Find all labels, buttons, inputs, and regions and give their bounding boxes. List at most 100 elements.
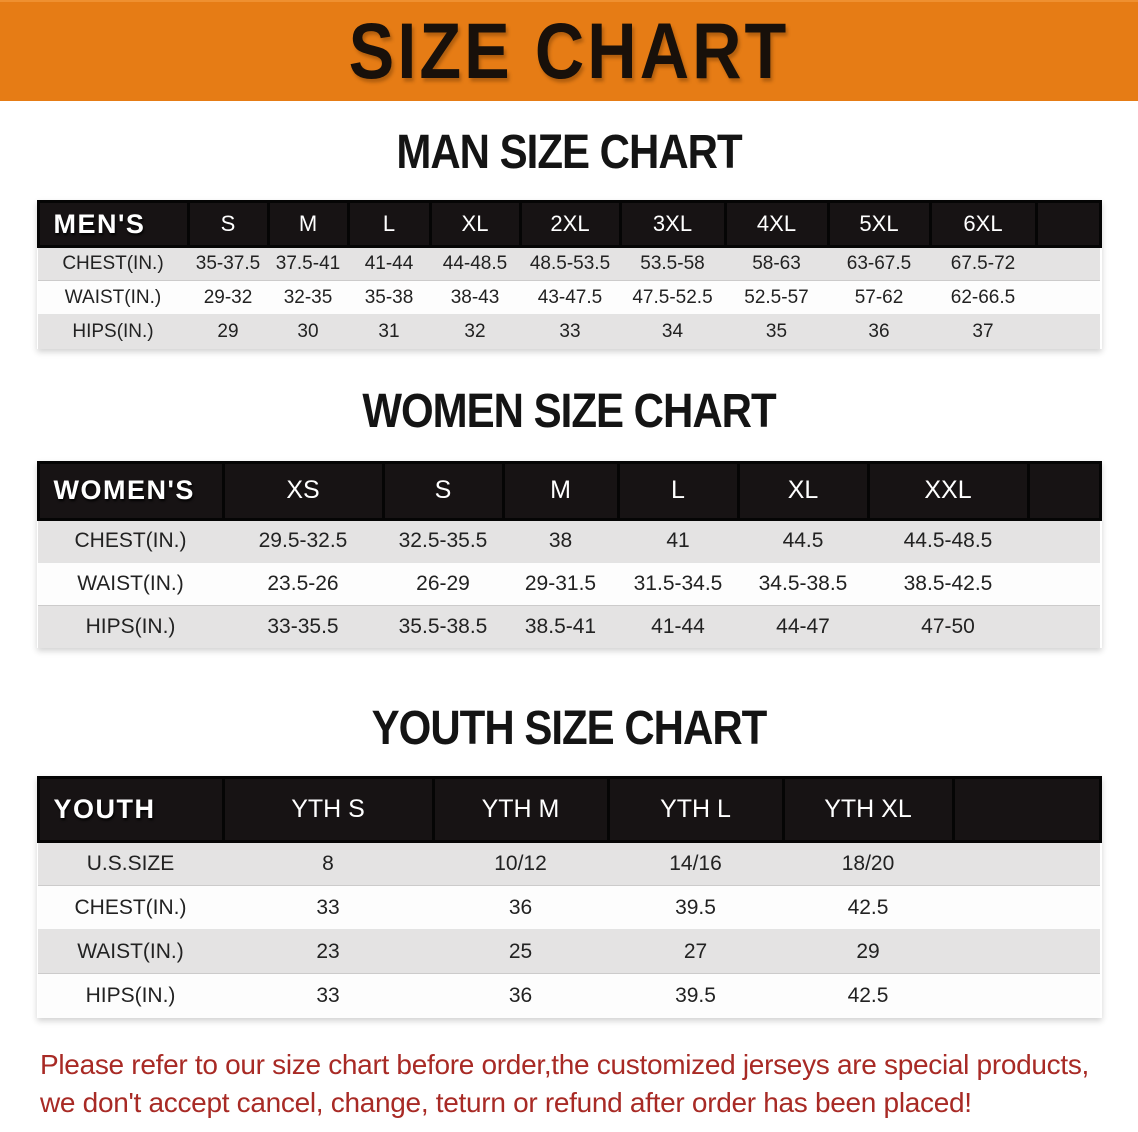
cell: 29.5-32.5 [223, 518, 383, 562]
spacer-cell [1028, 561, 1100, 605]
row-label: HIPS(IN.) [38, 604, 223, 648]
cell: 38.5-42.5 [868, 561, 1028, 605]
spacer-cell [953, 841, 1100, 886]
cell: 52.5-57 [725, 280, 828, 315]
cell: 44-47 [738, 604, 868, 648]
cell: 23 [223, 929, 433, 974]
cell: 39.5 [608, 885, 783, 930]
row-label: WAIST(IN.) [38, 280, 188, 315]
row-label: WAIST(IN.) [38, 561, 223, 605]
notice-line-1: Please refer to our size chart before or… [40, 1048, 1090, 1080]
cell: 37 [930, 314, 1036, 349]
row-label: CHEST(IN.) [38, 885, 223, 930]
cell: 30 [268, 314, 348, 349]
youth-corner-label: YOUTH [36, 776, 225, 843]
cell: 67.5-72 [930, 246, 1036, 281]
banner: SIZE CHART [0, 0, 1138, 101]
cell: 32-35 [268, 280, 348, 315]
cell: 41-44 [348, 246, 430, 281]
women-section-heading: WOMEN SIZE CHART [362, 382, 776, 437]
cell: 8 [223, 841, 433, 886]
row-label: HIPS(IN.) [38, 314, 188, 349]
cell: 33 [223, 885, 433, 930]
cell: 32 [430, 314, 520, 349]
women-size-header: XL [736, 460, 870, 521]
cell: 37.5-41 [268, 246, 348, 281]
men-size-header: 3XL [618, 200, 727, 248]
cell: 25 [433, 929, 608, 974]
row-label: CHEST(IN.) [38, 518, 223, 562]
cell: 47-50 [868, 604, 1028, 648]
row-label: HIPS(IN.) [38, 973, 223, 1018]
women-corner-label: WOMEN'S [36, 460, 225, 521]
women-size-header: S [381, 460, 505, 521]
women-size-header: L [616, 460, 740, 521]
spacer-cell [953, 885, 1100, 930]
men-waist-row: WAIST(IN.) 29-32 32-35 35-38 38-43 43-47… [38, 280, 1100, 315]
cell: 31.5-34.5 [618, 561, 738, 605]
cell: 31 [348, 314, 430, 349]
cell: 29-32 [188, 280, 268, 315]
men-header-row: MEN'S S M L XL 2XL 3XL 4XL 5XL 6XL [36, 200, 1102, 248]
men-size-table: MEN'S S M L XL 2XL 3XL 4XL 5XL 6XL CHEST… [36, 200, 1102, 349]
cell: 42.5 [783, 973, 953, 1018]
cell: 33 [520, 314, 620, 349]
spacer-cell [1036, 314, 1100, 349]
men-size-header: 2XL [518, 200, 622, 248]
cell: 23.5-26 [223, 561, 383, 605]
women-hips-row: HIPS(IN.) 33-35.5 35.5-38.5 38.5-41 41-4… [38, 604, 1100, 648]
spacer-cell [953, 929, 1100, 974]
men-size-header: 4XL [723, 200, 830, 248]
cell: 33 [223, 973, 433, 1018]
spacer-cell [1026, 460, 1102, 521]
youth-size-header: YTH S [221, 776, 435, 843]
youth-size-header: YTH XL [781, 776, 955, 843]
youth-size-header: YTH M [431, 776, 610, 843]
row-label: CHEST(IN.) [38, 246, 188, 281]
men-size-header: M [266, 200, 350, 248]
cell: 41 [618, 518, 738, 562]
cell: 63-67.5 [828, 246, 930, 281]
spacer-cell [1036, 246, 1100, 281]
men-size-header: S [186, 200, 270, 248]
men-size-header: 5XL [826, 200, 932, 248]
women-size-header: M [501, 460, 620, 521]
women-size-table: WOMEN'S XS S M L XL XXL CHEST(IN.) 29.5-… [36, 460, 1102, 648]
men-size-header: XL [428, 200, 522, 248]
men-size-header: L [346, 200, 432, 248]
cell: 36 [828, 314, 930, 349]
spacer-cell [1034, 200, 1102, 248]
notice-line-2: we don't accept cancel, change, teturn o… [40, 1086, 972, 1118]
cell: 35-37.5 [188, 246, 268, 281]
spacer-cell [1028, 518, 1100, 562]
cell: 38 [503, 518, 618, 562]
women-chest-row: CHEST(IN.) 29.5-32.5 32.5-35.5 38 41 44.… [38, 518, 1100, 562]
men-chest-row: CHEST(IN.) 35-37.5 37.5-41 41-44 44-48.5… [38, 246, 1100, 281]
cell: 38-43 [430, 280, 520, 315]
cell: 27 [608, 929, 783, 974]
cell: 42.5 [783, 885, 953, 930]
cell: 29-31.5 [503, 561, 618, 605]
youth-size-table: YOUTH YTH S YTH M YTH L YTH XL U.S.SIZE … [36, 776, 1102, 1018]
youth-header-row: YOUTH YTH S YTH M YTH L YTH XL [36, 776, 1102, 843]
youth-waist-row: WAIST(IN.) 23 25 27 29 [38, 929, 1100, 974]
men-size-header: 6XL [928, 200, 1038, 248]
cell: 29 [783, 929, 953, 974]
women-waist-row: WAIST(IN.) 23.5-26 26-29 29-31.5 31.5-34… [38, 561, 1100, 605]
men-hips-row: HIPS(IN.) 29 30 31 32 33 34 35 36 37 [38, 314, 1100, 349]
spacer-cell [953, 973, 1100, 1018]
cell: 14/16 [608, 841, 783, 886]
cell: 18/20 [783, 841, 953, 886]
spacer-cell [1028, 604, 1100, 648]
cell: 44.5 [738, 518, 868, 562]
cell: 35 [725, 314, 828, 349]
youth-size-header: YTH L [606, 776, 785, 843]
women-header-row: WOMEN'S XS S M L XL XXL [36, 460, 1102, 521]
youth-section-heading: YOUTH SIZE CHART [371, 700, 768, 755]
cell: 34.5-38.5 [738, 561, 868, 605]
youth-hips-row: HIPS(IN.) 33 36 39.5 42.5 [38, 973, 1100, 1018]
row-label: U.S.SIZE [38, 841, 223, 886]
women-size-header: XXL [866, 460, 1030, 521]
cell: 44.5-48.5 [868, 518, 1028, 562]
cell: 44-48.5 [430, 246, 520, 281]
